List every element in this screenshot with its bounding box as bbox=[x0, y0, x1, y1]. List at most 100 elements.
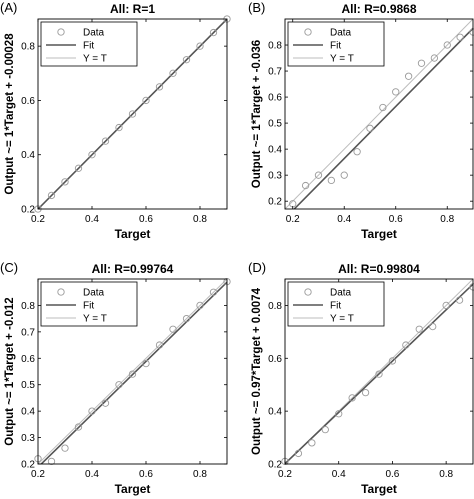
legend-box bbox=[287, 21, 385, 67]
panel-c: (C) All: R=0.99764 0.2 0.4 0.6 0.8 0.2 0.3 0.4 0.… bbox=[0, 260, 231, 496]
data-point bbox=[47, 457, 56, 466]
data-point bbox=[402, 341, 410, 349]
y-axis-label: Output ~= 1*Target + -0.00028 bbox=[4, 33, 16, 195]
data-point bbox=[101, 137, 110, 145]
data-point bbox=[101, 399, 110, 407]
data-point bbox=[169, 69, 177, 77]
y-tick-label: 0.8 bbox=[268, 41, 282, 52]
x-axis-label: Target bbox=[115, 227, 151, 241]
data-point bbox=[456, 33, 464, 41]
y-tick-label: 0.6 bbox=[268, 354, 282, 365]
y-tick-label: 0.7 bbox=[21, 327, 35, 338]
y-tick-label: 0.8 bbox=[21, 42, 35, 53]
y-tick-label: 0.8 bbox=[21, 301, 35, 312]
data-point bbox=[340, 171, 348, 179]
plot-area bbox=[37, 278, 228, 465]
y-tick-label: 0.2 bbox=[268, 197, 282, 208]
data-point bbox=[47, 191, 56, 200]
x-tick-label: 0.2 bbox=[278, 469, 292, 480]
legend: Data Fit Y = T bbox=[287, 281, 385, 327]
legend-data-marker bbox=[304, 28, 312, 36]
data-point bbox=[388, 357, 397, 365]
y-tick-label: 0.8 bbox=[268, 301, 282, 312]
plot-area bbox=[284, 18, 474, 210]
data-point bbox=[128, 110, 137, 118]
data-point bbox=[327, 176, 336, 185]
y-axis-label: Output ~= 0.97*Target + 0.0074 bbox=[251, 287, 263, 455]
x-tick-label: 0.6 bbox=[139, 469, 153, 480]
x-axis-label: Target bbox=[115, 482, 151, 496]
data-point bbox=[455, 296, 464, 304]
y-tick-label: 0.5 bbox=[268, 119, 282, 130]
data-point bbox=[196, 42, 204, 50]
y-tick-label: 0.3 bbox=[21, 433, 35, 444]
data-point bbox=[404, 72, 413, 80]
legend: Data Fit Y = T bbox=[40, 21, 138, 67]
data-point bbox=[88, 151, 96, 159]
data-point bbox=[182, 56, 191, 64]
legend-box bbox=[40, 281, 138, 327]
data-point bbox=[115, 123, 123, 132]
legend: Data Fit Y = T bbox=[40, 281, 138, 327]
legend-data-marker bbox=[304, 288, 312, 296]
y-axis-label: Output ~= 1*Target + -0.036 bbox=[251, 40, 263, 188]
data-point bbox=[430, 54, 439, 62]
chart-title: All: R=0.9868 bbox=[341, 2, 416, 16]
identity-line bbox=[38, 279, 227, 464]
data-point bbox=[155, 83, 164, 91]
panel-label: (A) bbox=[0, 0, 17, 15]
legend-entry: Data bbox=[330, 28, 352, 39]
legend-entry: Y = T bbox=[330, 314, 354, 325]
x-axis-label: Target bbox=[361, 482, 397, 496]
data-point bbox=[182, 314, 191, 323]
panel-label: (D) bbox=[248, 260, 266, 275]
x-tick-label: 0.8 bbox=[440, 214, 454, 225]
chart-title: All: R=0.99764 bbox=[92, 262, 174, 276]
legend-entry: Y = T bbox=[83, 54, 107, 65]
legend-entry: Data bbox=[330, 288, 352, 299]
data-point bbox=[361, 388, 370, 397]
panel-label: (B) bbox=[248, 0, 265, 15]
data-point bbox=[366, 124, 374, 132]
x-tick-label: 0.4 bbox=[85, 469, 99, 480]
y-tick-label: 0.4 bbox=[268, 407, 282, 418]
data-point bbox=[74, 423, 83, 431]
panel-a: (A) All: R=1 0.2 0.4 0.6 0.8 0.2 0.4 0.6 0.8 Targe… bbox=[0, 0, 231, 241]
data-point bbox=[379, 103, 387, 112]
y-tick-label: 0.6 bbox=[21, 354, 35, 365]
x-tick-label: 0.6 bbox=[139, 214, 153, 225]
y-tick-label: 0.2 bbox=[268, 460, 282, 471]
legend-entry: Fit bbox=[83, 301, 94, 312]
legend-box bbox=[287, 281, 385, 327]
legend-data-marker bbox=[57, 288, 65, 296]
data-point bbox=[209, 28, 218, 37]
x-tick-label: 0.8 bbox=[439, 469, 453, 480]
x-tick-label: 0.6 bbox=[389, 214, 403, 225]
data-point bbox=[308, 439, 316, 447]
x-tick-label: 0.2 bbox=[31, 469, 45, 480]
legend-entry: Y = T bbox=[330, 54, 354, 65]
fit-line bbox=[38, 19, 227, 209]
y-tick-label: 0.6 bbox=[21, 96, 35, 107]
panel-d: (D) All: R=0.99804 0.2 0.4 0.6 0.8 0.2 0.4 0.6 0.… bbox=[248, 260, 474, 496]
y-tick-label: 0.2 bbox=[21, 205, 35, 216]
chart-title: All: R=1 bbox=[110, 2, 155, 16]
x-tick-label: 0.8 bbox=[193, 214, 207, 225]
fit-line bbox=[40, 281, 227, 464]
data-point bbox=[61, 178, 69, 186]
data-point bbox=[429, 322, 437, 331]
panel-b: (B) All: R=0.9868 0.2 0.4 0.6 0.8 0.2 0.3 0.4 0.5… bbox=[248, 0, 474, 241]
y-axis-label: Output ~= 1*Target + -0.012 bbox=[4, 297, 16, 445]
x-tick-label: 0.4 bbox=[332, 469, 346, 480]
data-point bbox=[375, 370, 383, 378]
x-tick-label: 0.2 bbox=[31, 214, 45, 225]
y-tick-label: 0.7 bbox=[268, 67, 282, 78]
y-tick-label: 0.3 bbox=[268, 171, 282, 182]
data-point bbox=[321, 425, 329, 434]
data-point bbox=[348, 394, 356, 402]
data-point bbox=[74, 164, 83, 172]
data-point bbox=[392, 88, 400, 96]
data-point bbox=[443, 41, 451, 49]
x-tick-label: 0.6 bbox=[385, 469, 399, 480]
panel-label: (C) bbox=[0, 260, 18, 275]
